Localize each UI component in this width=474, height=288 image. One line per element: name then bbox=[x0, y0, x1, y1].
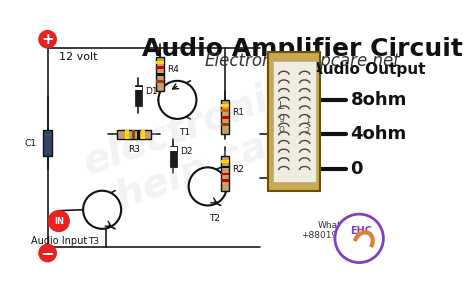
Text: +: + bbox=[41, 32, 54, 47]
Bar bbox=[221, 160, 229, 163]
Text: IN: IN bbox=[54, 217, 64, 226]
Text: Audio Output: Audio Output bbox=[310, 62, 425, 77]
Bar bbox=[126, 130, 129, 139]
Text: T2: T2 bbox=[209, 214, 220, 223]
Bar bbox=[156, 80, 164, 83]
Text: Whatsapp:
+8801980060190: Whatsapp: +8801980060190 bbox=[301, 221, 383, 240]
Text: electronics
help care: electronics help care bbox=[78, 64, 332, 224]
Bar bbox=[135, 85, 142, 106]
Circle shape bbox=[48, 211, 69, 232]
Text: Audio Amplifier Circuit: Audio Amplifier Circuit bbox=[143, 37, 464, 61]
Bar bbox=[156, 66, 164, 69]
Text: EHC: EHC bbox=[350, 226, 372, 236]
Bar bbox=[268, 52, 320, 191]
Bar bbox=[221, 166, 229, 168]
Circle shape bbox=[335, 214, 383, 263]
Bar bbox=[156, 61, 164, 64]
Bar bbox=[273, 61, 316, 182]
Bar bbox=[156, 56, 164, 91]
Text: Audio Input: Audio Input bbox=[31, 236, 87, 246]
Circle shape bbox=[39, 31, 56, 48]
Bar bbox=[141, 130, 145, 139]
Bar bbox=[221, 156, 229, 191]
Circle shape bbox=[39, 245, 56, 262]
Text: D1: D1 bbox=[146, 87, 158, 96]
Text: 1
2: 1 2 bbox=[305, 116, 310, 136]
Bar bbox=[221, 179, 229, 182]
Circle shape bbox=[83, 191, 121, 229]
Text: 4ohm: 4ohm bbox=[350, 126, 407, 143]
Text: R2: R2 bbox=[232, 165, 244, 174]
Circle shape bbox=[189, 167, 227, 205]
Text: R4: R4 bbox=[167, 65, 179, 74]
Text: L
g
o: L g o bbox=[278, 101, 284, 134]
Bar bbox=[117, 130, 152, 139]
Bar bbox=[137, 130, 140, 139]
Bar bbox=[221, 173, 229, 175]
Text: C1: C1 bbox=[24, 139, 36, 148]
Bar bbox=[170, 147, 176, 151]
Bar bbox=[221, 123, 229, 126]
Circle shape bbox=[158, 81, 196, 119]
Text: Electronicshelpcare.net: Electronicshelpcare.net bbox=[205, 52, 401, 70]
Bar bbox=[221, 100, 229, 134]
Bar bbox=[43, 130, 52, 156]
Text: R1: R1 bbox=[232, 108, 244, 117]
Text: −: − bbox=[41, 244, 55, 262]
Text: 8ohm: 8ohm bbox=[350, 91, 407, 109]
Text: 12 volt: 12 volt bbox=[59, 52, 97, 62]
Bar bbox=[221, 116, 229, 119]
Bar bbox=[221, 109, 229, 112]
Bar bbox=[156, 73, 164, 76]
Text: 0: 0 bbox=[350, 160, 363, 178]
Text: T1: T1 bbox=[179, 128, 190, 137]
Bar bbox=[221, 104, 229, 107]
Bar bbox=[135, 87, 142, 90]
Text: D2: D2 bbox=[180, 147, 192, 156]
Bar bbox=[170, 146, 176, 166]
Bar bbox=[132, 130, 135, 139]
Text: R3: R3 bbox=[128, 145, 140, 154]
Text: T3: T3 bbox=[88, 238, 99, 247]
